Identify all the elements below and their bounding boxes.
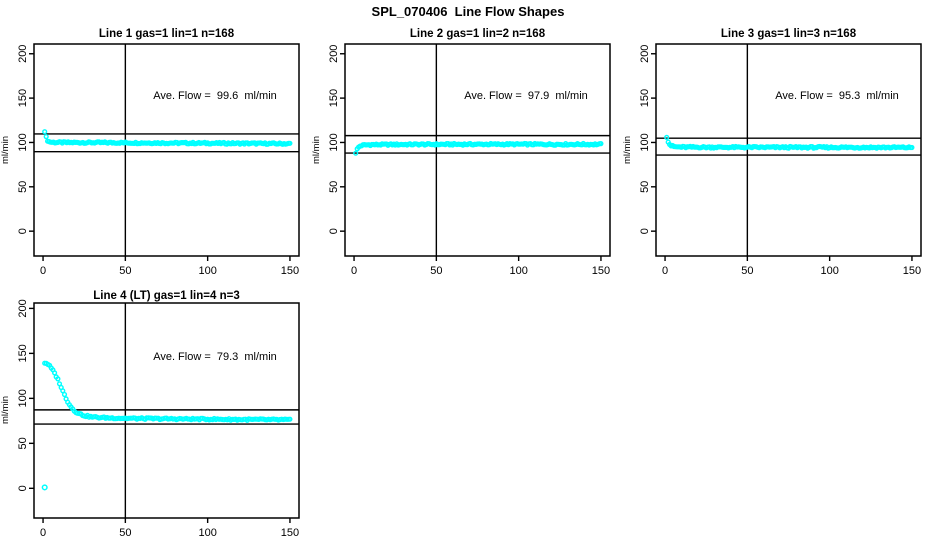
y-axis-label: ml/min	[0, 136, 11, 164]
x-tick-label: 100	[509, 265, 527, 277]
reference-lines	[656, 44, 921, 256]
x-tick-label: 150	[281, 265, 299, 277]
y-tick-label: 0	[328, 228, 340, 234]
data-points	[42, 129, 293, 147]
reference-lines	[34, 44, 299, 256]
y-tick-label: 50	[328, 181, 340, 193]
reference-lines	[345, 44, 610, 256]
plot-box	[344, 43, 611, 257]
data-point	[51, 370, 58, 376]
y-tick-label: 100	[639, 133, 651, 151]
y-tick-label: 0	[17, 485, 29, 491]
data-point	[664, 134, 670, 140]
ave-flow-annotation: Ave. Flow = 97.9 ml/min	[464, 90, 588, 102]
axes: 0 50 100 150 0 50 100 150 200	[328, 43, 611, 277]
ave-flow-annotation: Ave. Flow = 79.3 ml/min	[153, 351, 277, 363]
x-tick-label: 150	[592, 265, 610, 277]
y-tick-label: 50	[639, 181, 651, 193]
x-tick-label: 0	[40, 265, 46, 277]
panel-title: Line 3 gas=1 lin=3 n=168	[721, 28, 857, 40]
y-tick-label: 200	[17, 299, 29, 317]
y-tick-label: 100	[328, 133, 340, 151]
panel-line2: 0 50 100 150 0 50 100 150 200 Line 2 gas=1 lin=2…	[311, 28, 611, 277]
panel-title: Line 2 gas=1 lin=2 n=168	[410, 28, 546, 40]
x-tick-label: 0	[40, 527, 46, 539]
plot-box	[33, 43, 300, 257]
x-tick-label: 150	[281, 527, 299, 539]
panel-title: Line 4 (LT) gas=1 lin=4 n=3	[93, 290, 239, 302]
x-tick-label: 50	[119, 527, 131, 539]
y-tick-label: 100	[17, 389, 29, 407]
y-tick-label: 200	[328, 45, 340, 63]
y-tick-label: 200	[17, 45, 29, 63]
y-tick-label: 150	[328, 89, 340, 107]
data-point	[287, 140, 293, 146]
data-point	[909, 144, 915, 151]
axes: 0 50 100 150 0 50 100 150 200	[17, 43, 300, 277]
data-point	[43, 133, 49, 140]
y-tick-label: 50	[17, 437, 29, 449]
data-point	[61, 391, 68, 398]
data-point	[55, 376, 61, 382]
x-tick-label: 50	[430, 265, 442, 277]
x-tick-label: 100	[820, 265, 838, 277]
y-axis-label: ml/min	[622, 136, 633, 164]
panel-line3: 0 50 100 150 0 50 100 150 200 Line 3 gas=1 lin=3…	[622, 28, 922, 277]
data-point	[598, 140, 604, 147]
reference-lines	[34, 303, 299, 518]
y-axis-label: ml/min	[311, 136, 322, 164]
x-tick-label: 150	[903, 265, 921, 277]
data-points	[664, 134, 915, 151]
y-tick-label: 150	[17, 89, 29, 107]
x-tick-label: 50	[741, 265, 753, 277]
x-tick-label: 100	[198, 265, 216, 277]
y-tick-label: 150	[17, 344, 29, 362]
data-points	[353, 140, 604, 156]
panel-line1: 0 50 100 150 0 50 100 150 200 Line 1 gas=1 lin=1…	[0, 28, 300, 277]
panel-line4: 0 50 100 150 0 50 100 150 200 Line 4 (LT) gas=1 …	[0, 290, 300, 539]
y-tick-label: 0	[17, 228, 29, 234]
data-points	[41, 360, 293, 491]
x-tick-label: 0	[351, 265, 357, 277]
x-tick-label: 50	[119, 265, 131, 277]
y-axis-label: ml/min	[0, 396, 11, 424]
axes: 0 50 100 150 0 50 100 150 200	[639, 43, 922, 277]
data-point	[42, 129, 48, 135]
y-tick-label: 50	[17, 181, 29, 193]
outlier-point	[41, 484, 48, 491]
x-tick-label: 0	[662, 265, 668, 277]
data-point	[353, 150, 359, 156]
data-point	[287, 416, 293, 422]
y-tick-label: 150	[639, 89, 651, 107]
y-tick-label: 0	[639, 228, 651, 234]
ave-flow-annotation: Ave. Flow = 95.3 ml/min	[775, 90, 899, 102]
y-tick-label: 200	[639, 45, 651, 63]
plot-box	[655, 43, 922, 257]
x-tick-label: 100	[198, 527, 216, 539]
main-title: SPL_070406 Line Flow Shapes	[371, 4, 565, 19]
y-tick-label: 100	[17, 133, 29, 151]
panel-title: Line 1 gas=1 lin=1 n=168	[99, 28, 235, 40]
ave-flow-annotation: Ave. Flow = 99.6 ml/min	[153, 90, 277, 102]
